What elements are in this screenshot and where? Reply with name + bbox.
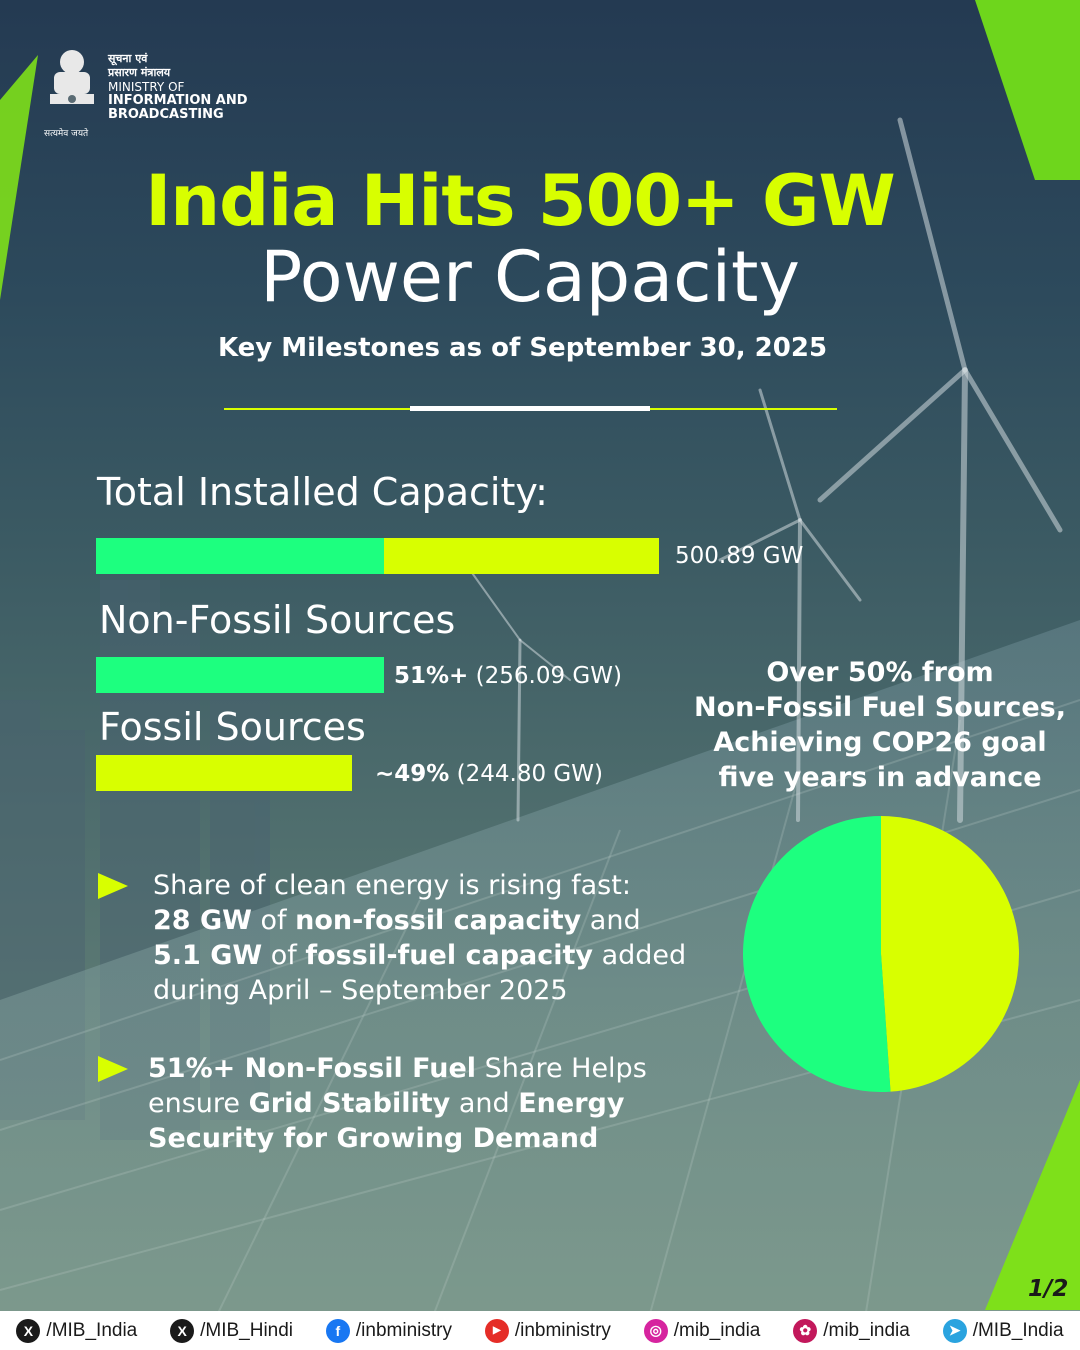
total-capacity-label: Total Installed Capacity: (97, 470, 548, 514)
fossil-pct: ~49% (375, 761, 450, 787)
emblem-icon (50, 50, 94, 104)
social-handle-label: /MIB_Hindi (200, 1319, 294, 1341)
accent-bottom-right (985, 1080, 1080, 1310)
nonfossil-value: 51%+ (256.09 GW) (394, 663, 622, 689)
title-line-2: Power Capacity (260, 236, 800, 318)
divider-center (410, 406, 650, 411)
pie-slice-fossil (881, 816, 1019, 1092)
social-handle-label: /inbministry (514, 1319, 611, 1341)
fossil-gw: (244.80 GW) (449, 761, 603, 787)
bullet-1-line-2: 28 GW of non-fossil capacity and (153, 905, 641, 936)
social-handle-label: /mib_india (673, 1319, 761, 1341)
social-handle[interactable]: X/MIB_India (16, 1318, 138, 1343)
wind-turbines (469, 117, 1063, 823)
pie-heading: Over 50% from Non-Fossil Fuel Sources, A… (680, 655, 1080, 795)
social-footer: X/MIB_India X/MIB_Hindi f/inbministry ▶/inb… (0, 1311, 1080, 1350)
x-icon: X (170, 1318, 195, 1343)
bar-fossil (96, 755, 352, 791)
fossil-label: Fossil Sources (99, 705, 366, 749)
hindi-line-2: प्रसारण मंत्रालय (108, 66, 171, 79)
social-handle-label: /inbministry (355, 1319, 452, 1341)
bullet-2-line-3: Security for Growing Demand (148, 1123, 599, 1154)
bullet-1-line-4: during April – September 2025 (153, 975, 568, 1006)
title-line-1: India Hits 500+ GW (145, 160, 895, 242)
subtitle: Key Milestones as of September 30, 2025 (217, 333, 828, 363)
bullet-1-line-3: 5.1 GW of fossil-fuel capacity added (153, 940, 687, 971)
social-handle[interactable]: ✿/mib_india (793, 1318, 910, 1343)
page-indicator: 1/2 (1028, 1276, 1069, 1302)
bullet-clean-energy: Share of clean energy is rising fast: 28… (153, 868, 713, 1008)
pie-chart (742, 816, 1019, 1092)
ministry-line-3: BROADCASTING (108, 107, 224, 122)
nonfossil-pct: 51%+ (394, 663, 469, 689)
ministry-line-1: MINISTRY OF (108, 80, 185, 94)
pie-heading-line-4: five years in advance (718, 762, 1042, 793)
facebook-icon: f (325, 1318, 350, 1343)
fossil-value: ~49% (244.80 GW) (375, 761, 603, 787)
social-handle[interactable]: X/MIB_Hindi (170, 1318, 294, 1343)
ministry-logo: सत्यमेव जयते सूचना एवं प्रसारण मंत्रालय … (42, 42, 272, 142)
accent-top-right (975, 0, 1080, 180)
social-handle-label: /MIB_India (972, 1319, 1064, 1341)
pie-heading-line-1: Over 50% from (766, 657, 994, 688)
social-handle-label: /mib_india (823, 1319, 910, 1341)
nonfossil-label: Non-Fossil Sources (99, 598, 456, 642)
bullet-grid-stability: 51%+ Non-Fossil Fuel Share Helps ensure … (148, 1051, 708, 1156)
social-handle[interactable]: ➤/MIB_India (942, 1318, 1064, 1343)
bar-total-nonfossil (96, 538, 384, 574)
bar-total-fossil (383, 538, 659, 574)
solar-panels (0, 620, 1080, 1350)
bar-nonfossil (96, 657, 384, 693)
telegram-icon: ➤ (942, 1318, 967, 1343)
bullet-arrow-icon (98, 873, 128, 899)
ministry-name: सूचना एवं प्रसारण मंत्रालय MINISTRY OF I… (108, 52, 248, 122)
bullet-arrow-icon (98, 1056, 128, 1082)
pie-heading-line-3: Achieving COP26 goal (713, 727, 1047, 758)
youtube-icon: ▶ (484, 1318, 509, 1343)
social-handle[interactable]: f/inbministry (325, 1318, 452, 1343)
x-icon: X (16, 1318, 41, 1343)
social-handle-label: /MIB_India (46, 1319, 138, 1341)
bullet-1-line-1: Share of clean energy is rising fast: (153, 870, 631, 901)
ministry-line-2: INFORMATION AND (108, 93, 248, 108)
bullet-2-line-1: 51%+ Non-Fossil Fuel Share Helps (148, 1053, 647, 1084)
hindi-line-1: सूचना एवं (108, 52, 148, 65)
accent-top-left (0, 55, 38, 300)
social-handle[interactable]: ◎/mib_india (643, 1318, 761, 1343)
emblem-motto: सत्यमेव जयते (44, 129, 89, 139)
divider-left (224, 408, 410, 410)
divider-right (650, 408, 837, 410)
social-handle[interactable]: ▶/inbministry (484, 1318, 611, 1343)
bullet-2-line-2: ensure Grid Stability and Energy (148, 1088, 625, 1119)
nonfossil-gw: (256.09 GW) (468, 663, 622, 689)
pie-heading-line-2: Non-Fossil Fuel Sources, (694, 692, 1066, 723)
pie-slice-non-fossil (742, 816, 891, 1092)
koo-icon: ✿ (793, 1318, 818, 1343)
instagram-icon: ◎ (643, 1318, 668, 1343)
total-capacity-value: 500.89 GW (675, 543, 804, 569)
